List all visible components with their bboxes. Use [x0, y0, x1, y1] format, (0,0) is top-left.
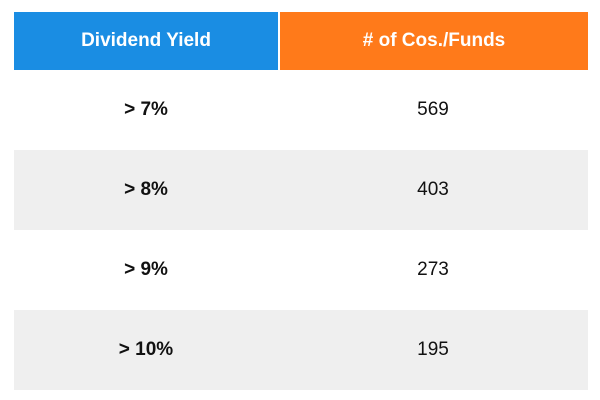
table-row: > 7% 569	[14, 70, 588, 150]
dividend-yield-table: Dividend Yield # of Cos./Funds > 7% 569 …	[14, 12, 588, 390]
table-header-row: Dividend Yield # of Cos./Funds	[14, 12, 588, 70]
yield-cell: > 8%	[124, 179, 168, 200]
header-dividend-yield: Dividend Yield	[14, 12, 278, 70]
count-cell: 273	[417, 259, 449, 280]
table-row: > 8% 403	[14, 150, 588, 230]
yield-cell: > 10%	[118, 339, 174, 360]
table-row: > 9% 273	[14, 230, 588, 310]
count-cell: 403	[417, 179, 449, 200]
count-cell: 195	[417, 339, 449, 360]
count-cell: 569	[417, 99, 449, 120]
header-count: # of Cos./Funds	[278, 12, 588, 70]
yield-cell: > 9%	[124, 259, 168, 280]
yield-cell: > 7%	[124, 99, 168, 120]
table-row: > 10% 195	[14, 310, 588, 390]
